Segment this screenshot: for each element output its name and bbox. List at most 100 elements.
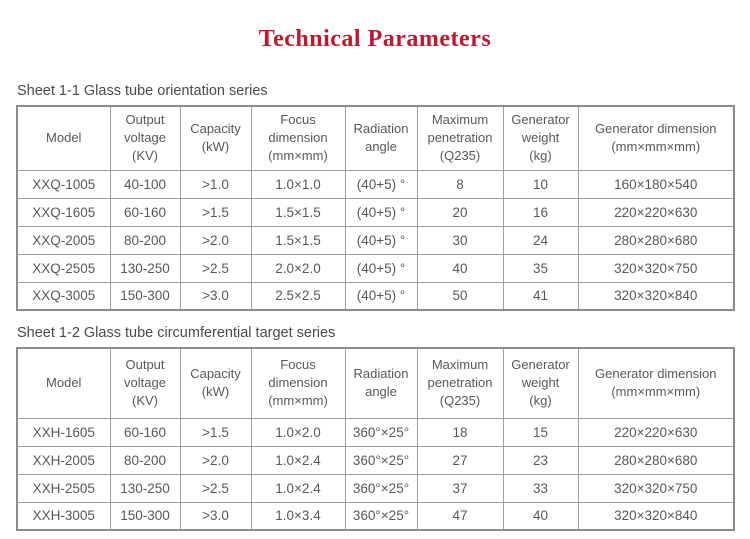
cell-angle: 360°×25° (344, 473, 418, 503)
cell-model: XXQ-1005 (16, 169, 111, 199)
cell-voltage: 40-100 (109, 169, 181, 199)
cell-angle: 360°×25° (344, 445, 418, 475)
cell-angle: (40+5) ° (344, 197, 418, 227)
cell-penetration: 47 (416, 501, 504, 531)
table-header-row: Model Output voltage (KV) Capacity (kW) … (16, 347, 735, 419)
column-header-radiation-angle: Radiation angle (344, 105, 418, 171)
cell-dimension: 220×220×630 (577, 417, 735, 447)
cell-model: XXH-3005 (16, 501, 111, 531)
cell-dimension: 280×280×680 (577, 445, 735, 475)
cell-focus: 1.0×2.4 (250, 473, 346, 503)
cell-focus: 2.0×2.0 (250, 253, 346, 283)
cell-weight: 40 (502, 501, 579, 531)
cell-voltage: 80-200 (109, 225, 181, 255)
column-header-capacity: Capacity (kW) (179, 105, 252, 171)
cell-voltage: 130-250 (109, 473, 181, 503)
table-row: XXH-1605 60-160 >1.5 1.0×2.0 360°×25° 18… (16, 417, 735, 447)
cell-weight: 16 (502, 197, 579, 227)
cell-weight: 35 (502, 253, 579, 283)
cell-capacity: >2.5 (179, 253, 252, 283)
table-row: XXQ-2005 80-200 >2.0 1.5×1.5 (40+5) ° 30… (16, 225, 735, 255)
cell-focus: 2.5×2.5 (250, 281, 346, 311)
column-header-output-voltage: Output voltage (KV) (109, 105, 181, 171)
column-header-generator-weight: Generator weight (kg) (502, 105, 579, 171)
glass-tube-orientation-series-table: Model Output voltage (KV) Capacity (kW) … (16, 105, 735, 311)
cell-dimension: 220×220×630 (577, 197, 735, 227)
column-header-capacity: Capacity (kW) (179, 347, 252, 419)
cell-voltage: 130-250 (109, 253, 181, 283)
column-header-model: Model (16, 347, 111, 419)
cell-focus: 1.0×2.0 (250, 417, 346, 447)
cell-capacity: >1.5 (179, 417, 252, 447)
cell-angle: (40+5) ° (344, 253, 418, 283)
cell-angle: (40+5) ° (344, 281, 418, 311)
cell-capacity: >1.0 (179, 169, 252, 199)
cell-model: XXQ-2005 (16, 225, 111, 255)
cell-focus: 1.5×1.5 (250, 197, 346, 227)
cell-penetration: 37 (416, 473, 504, 503)
cell-voltage: 60-160 (109, 417, 181, 447)
column-header-output-voltage: Output voltage (KV) (109, 347, 181, 419)
cell-focus: 1.0×2.4 (250, 445, 346, 475)
cell-weight: 41 (502, 281, 579, 311)
cell-penetration: 27 (416, 445, 504, 475)
sheet-1-1-caption: Sheet 1-1 Glass tube orientation series (17, 83, 268, 99)
cell-voltage: 150-300 (109, 501, 181, 531)
cell-dimension: 320×320×840 (577, 281, 735, 311)
cell-capacity: >2.0 (179, 445, 252, 475)
cell-model: XXQ-3005 (16, 281, 111, 311)
column-header-generator-weight: Generator weight (kg) (502, 347, 579, 419)
cell-penetration: 20 (416, 197, 504, 227)
cell-capacity: >3.0 (179, 281, 252, 311)
cell-capacity: >2.5 (179, 473, 252, 503)
cell-focus: 1.5×1.5 (250, 225, 346, 255)
sheet-1-2-caption: Sheet 1-2 Glass tube circumferential tar… (17, 325, 336, 341)
cell-weight: 33 (502, 473, 579, 503)
cell-weight: 15 (502, 417, 579, 447)
table-row: XXH-3005 150-300 >3.0 1.0×3.4 360°×25° 4… (16, 501, 735, 531)
cell-voltage: 60-160 (109, 197, 181, 227)
cell-dimension: 320×320×750 (577, 473, 735, 503)
table-row: XXQ-3005 150-300 >3.0 2.5×2.5 (40+5) ° 5… (16, 281, 735, 311)
table-row: XXQ-1005 40-100 >1.0 1.0×1.0 (40+5) ° 8 … (16, 169, 735, 199)
cell-penetration: 30 (416, 225, 504, 255)
cell-voltage: 150-300 (109, 281, 181, 311)
cell-penetration: 40 (416, 253, 504, 283)
cell-angle: (40+5) ° (344, 225, 418, 255)
cell-dimension: 320×320×750 (577, 253, 735, 283)
cell-weight: 10 (502, 169, 579, 199)
cell-capacity: >1.5 (179, 197, 252, 227)
column-header-focus-dimension: Focus dimension (mm×mm) (250, 105, 346, 171)
column-header-generator-dimension: Generator dimension (mm×mm×mm) (577, 105, 735, 171)
cell-penetration: 50 (416, 281, 504, 311)
cell-penetration: 18 (416, 417, 504, 447)
cell-dimension: 280×280×680 (577, 225, 735, 255)
column-header-model: Model (16, 105, 111, 171)
cell-model: XXQ-1605 (16, 197, 111, 227)
table-row: XXQ-2505 130-250 >2.5 2.0×2.0 (40+5) ° 4… (16, 253, 735, 283)
column-header-maximum-penetration: Maximum penetration (Q235) (416, 347, 504, 419)
cell-weight: 24 (502, 225, 579, 255)
cell-voltage: 80-200 (109, 445, 181, 475)
cell-model: XXH-1605 (16, 417, 111, 447)
cell-dimension: 320×320×840 (577, 501, 735, 531)
table-row: XXQ-1605 60-160 >1.5 1.5×1.5 (40+5) ° 20… (16, 197, 735, 227)
cell-angle: (40+5) ° (344, 169, 418, 199)
cell-model: XXH-2505 (16, 473, 111, 503)
cell-dimension: 160×180×540 (577, 169, 735, 199)
cell-penetration: 8 (416, 169, 504, 199)
cell-focus: 1.0×1.0 (250, 169, 346, 199)
cell-focus: 1.0×3.4 (250, 501, 346, 531)
column-header-focus-dimension: Focus dimension (mm×mm) (250, 347, 346, 419)
column-header-generator-dimension: Generator dimension (mm×mm×mm) (577, 347, 735, 419)
glass-tube-circumferential-target-series-table: Model Output voltage (KV) Capacity (kW) … (16, 347, 735, 531)
cell-capacity: >3.0 (179, 501, 252, 531)
page-title: Technical Parameters (258, 26, 492, 52)
cell-model: XXQ-2505 (16, 253, 111, 283)
cell-angle: 360°×25° (344, 417, 418, 447)
cell-model: XXH-2005 (16, 445, 111, 475)
cell-angle: 360°×25° (344, 501, 418, 531)
cell-weight: 23 (502, 445, 579, 475)
cell-capacity: >2.0 (179, 225, 252, 255)
